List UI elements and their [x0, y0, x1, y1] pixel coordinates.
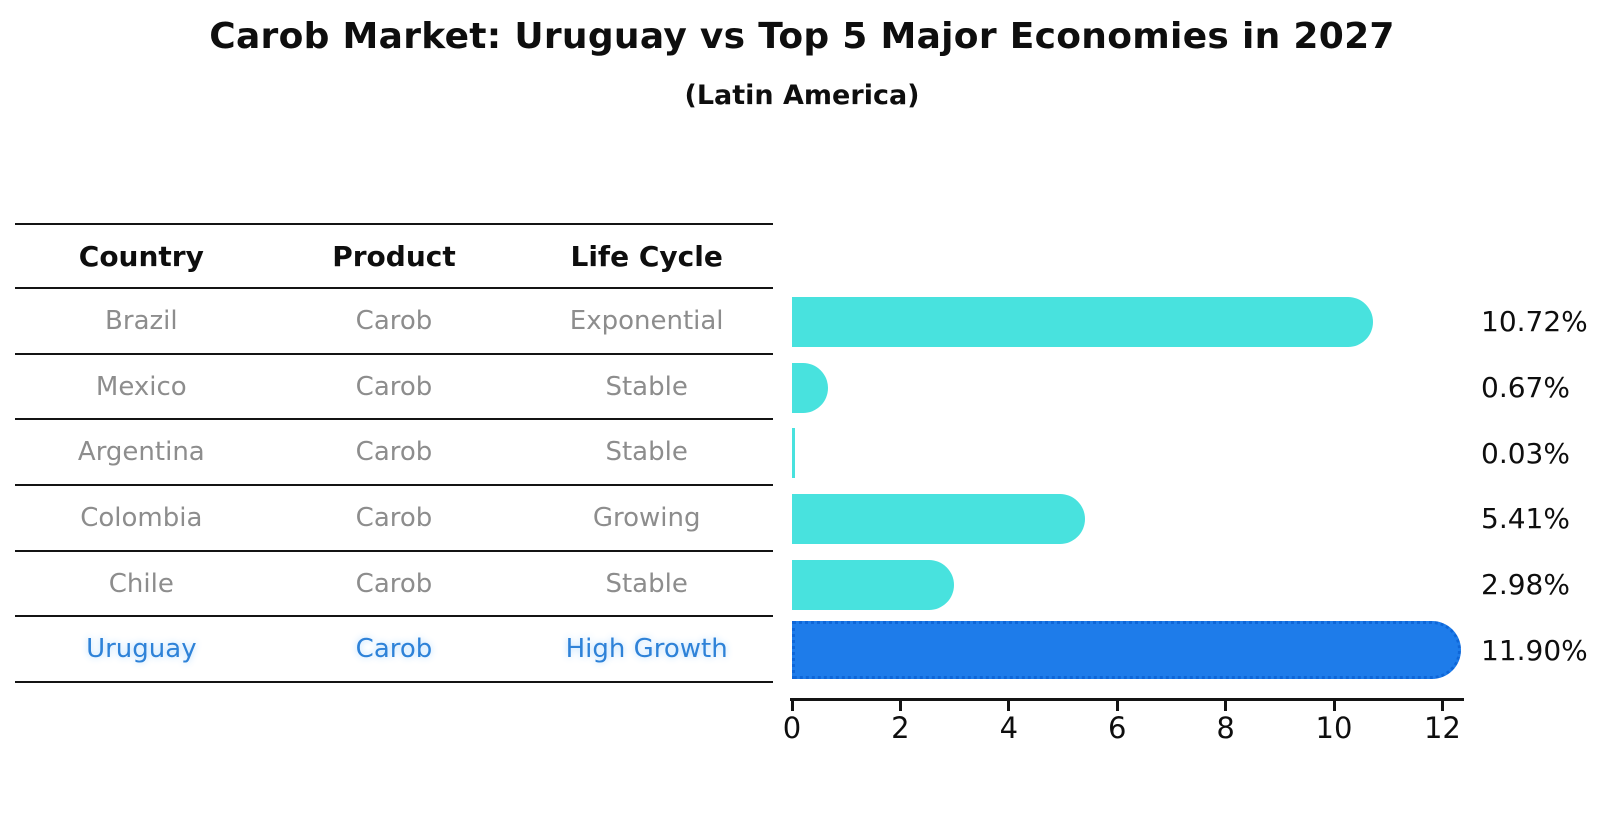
column-header-life-cycle: Life Cycle	[570, 239, 723, 273]
x-axis-tick-label: 6	[1107, 711, 1127, 745]
table-cell-country: Brazil	[105, 305, 178, 336]
bar-value-label: 0.03%	[1481, 436, 1570, 470]
bar-track	[792, 617, 1492, 683]
table-cell-life-cycle: Stable	[605, 568, 688, 599]
bar-mexico	[792, 362, 829, 413]
x-axis-tick-label: 0	[782, 711, 802, 745]
table-body: Brazil Carob Exponential Mexico Carob Stable A…	[15, 289, 773, 684]
table-cell-life-cycle: High Growth	[565, 634, 728, 665]
x-axis-tick	[1332, 701, 1336, 711]
bar-track	[792, 420, 1492, 486]
table-cell-product: Carob	[355, 634, 433, 665]
table-cell-product: Carob	[355, 305, 433, 336]
table-cell-country: Argentina	[77, 437, 205, 468]
value-labels: 10.72% 0.67% 0.03% 5.41% 2.98% 11.90%	[1481, 289, 1601, 683]
comparison-table: Country Product Life Cycle Brazil Carob Ex…	[15, 223, 773, 684]
x-axis-tick	[1440, 701, 1444, 711]
bar-value-label: 5.41%	[1481, 502, 1570, 536]
table-cell-life-cycle: Stable	[605, 371, 688, 402]
table-cell-life-cycle: Growing	[592, 502, 701, 533]
bar-value-label: 0.67%	[1481, 371, 1570, 405]
bar-brazil	[792, 296, 1374, 347]
x-axis: 0 2 4 6 8 10 12	[783, 698, 1464, 758]
bar-argentina	[792, 428, 795, 479]
x-axis-tick-label: 4	[999, 711, 1019, 745]
table-cell-product: Carob	[355, 371, 433, 402]
bar-value-label: 2.98%	[1481, 568, 1570, 602]
x-axis-tick	[898, 701, 902, 711]
bar-track	[792, 355, 1492, 421]
table-cell-country: Mexico	[95, 371, 187, 402]
x-axis-tick-label: 2	[891, 711, 910, 745]
column-header-country: Country	[78, 239, 204, 273]
bar-value-label: 11.90%	[1481, 633, 1588, 667]
x-axis-tick-label: 8	[1216, 711, 1235, 745]
chart-title: Carob Market: Uruguay vs Top 5 Major Eco…	[209, 16, 1395, 57]
table-cell-product: Carob	[355, 568, 433, 599]
bar-track	[792, 289, 1492, 355]
bar-chart	[792, 289, 1492, 683]
x-axis-tick-label: 10	[1315, 711, 1353, 745]
table-cell-country: Uruguay	[86, 634, 197, 665]
bar-value-label: 10.72%	[1481, 305, 1588, 339]
bar-highlight-uruguay	[792, 621, 1461, 680]
column-header-product: Product	[332, 239, 456, 273]
table-row: Argentina Carob Stable	[15, 420, 773, 487]
table-row: Uruguay Carob High Growth	[15, 617, 773, 684]
bar-track	[792, 552, 1492, 618]
table-cell-life-cycle: Exponential	[569, 305, 724, 336]
x-axis-tick	[1115, 701, 1119, 711]
table-row: Brazil Carob Exponential	[15, 289, 773, 355]
table-cell-life-cycle: Stable	[605, 437, 688, 468]
x-axis-tick	[790, 701, 794, 711]
table-cell-product: Carob	[355, 502, 433, 533]
x-axis-line	[790, 698, 1464, 701]
chart-subtitle: (Latin America)	[684, 80, 920, 111]
x-axis-tick-label: 12	[1423, 711, 1461, 745]
bar-colombia	[792, 493, 1086, 544]
x-axis-tick	[1224, 701, 1228, 711]
table-cell-product: Carob	[355, 437, 433, 468]
table-header-row: Country Product Life Cycle	[15, 225, 773, 289]
table-row: Chile Carob Stable	[15, 552, 773, 618]
table-cell-country: Colombia	[80, 502, 203, 533]
table-cell-country: Chile	[108, 568, 174, 599]
table-row: Colombia Carob Growing	[15, 486, 773, 552]
x-axis-tick	[1007, 701, 1011, 711]
bar-track	[792, 486, 1492, 552]
bar-chile	[792, 559, 954, 610]
table-row: Mexico Carob Stable	[15, 355, 773, 421]
